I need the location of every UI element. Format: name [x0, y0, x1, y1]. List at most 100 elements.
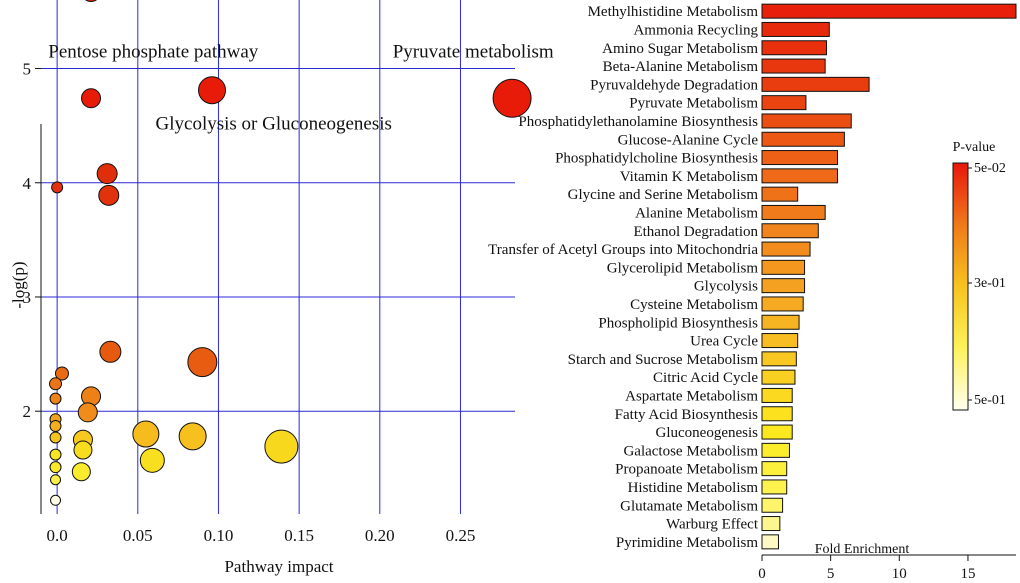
bar-category-label: Pyruvate Metabolism [629, 96, 758, 112]
bar-21 [761, 387, 793, 403]
scatter-point-0 [85, 0, 98, 3]
bar-category-label: Phospholipid Biosynthesis [598, 315, 758, 331]
bar-category-label: Glucose-Alanine Cycle [618, 132, 759, 148]
bar-category-label: Transfer of Acetyl Groups into Mitochond… [488, 242, 758, 258]
bar-category-label: Fatty Acid Biosynthesis [615, 407, 759, 423]
bar-category-label: Pyrimidine Metabolism [616, 535, 758, 551]
bar-category-label: Glycerolipid Metabolism [607, 260, 759, 276]
bar-category-labels: Methylhistidine Metabolism Ammonia Recycl… [488, 4, 759, 551]
bar-category-label: Citric Acid Cycle [653, 370, 758, 386]
bar-category-label: Aspartate Metabolism [625, 388, 758, 404]
scatter-point-9 [54, 366, 69, 381]
bar-4 [761, 76, 870, 92]
bar-category-label: Galactose Metabolism [623, 443, 758, 459]
scatter-point-17 [178, 422, 207, 451]
bar-7 [761, 131, 845, 147]
scatter-ytick-label: 4 [23, 174, 32, 193]
bar-12 [761, 223, 819, 239]
bar-28 [761, 516, 781, 532]
scatter-xtick-label: 0.15 [284, 526, 314, 545]
scatter-xtick-label: 0.0 [47, 526, 68, 545]
bar-category-label: Glutamate Metabolism [620, 498, 758, 514]
scatter-point-26 [50, 474, 62, 486]
bar-9 [761, 168, 839, 184]
bar-xtick-label: 5 [827, 566, 835, 582]
scatter-ytick-label: 3 [23, 288, 32, 307]
bar-xtick-label: 0 [758, 566, 766, 582]
scatter-point-10 [49, 377, 63, 391]
scatter-annotation-1: Pentose phosphate pathway [48, 41, 259, 62]
bar-category-label: Phosphatidylethanolamine Biosynthesis [518, 114, 758, 130]
pathway-impact-scatter: 2 3 4 5 0.0 0.05 0.10 0.15 0.20 0.25 Taurine and… [9, 0, 554, 576]
bar-16 [761, 296, 804, 312]
scatter-annotations: Taurine and hypotaurine metabolismPentos… [48, 41, 554, 134]
bar-10 [761, 186, 799, 202]
bar-23 [761, 424, 793, 440]
scatter-x-axis-label: Pathway impact [224, 557, 333, 576]
scatter-x-ticks: 0.0 0.05 0.10 0.15 0.20 0.25 [47, 526, 476, 545]
bar-15 [761, 278, 806, 294]
bar-category-label: Phosphatidylcholine Biosynthesis [555, 151, 758, 167]
scatter-ytick-label: 2 [23, 402, 32, 421]
bar-0 [761, 3, 1017, 19]
scatter-point-13 [77, 402, 98, 423]
scatter-point-2 [492, 78, 532, 118]
scatter-y-ticks: 2 3 4 5 [23, 60, 41, 421]
bar-category-label: Warburg Effect [666, 517, 759, 533]
scatter-xtick-label: 0.20 [365, 526, 395, 545]
bar-category-label: Urea Cycle [690, 334, 758, 350]
scatter-point-4 [96, 163, 118, 185]
bar-11 [761, 204, 826, 220]
pvalue-legend: P-value 5e-02 3e-01 5e-01 [952, 140, 1006, 411]
legend-tick-label: 5e-02 [974, 161, 1006, 176]
bar-xtick-label: 10 [892, 566, 907, 582]
scatter-point-5 [51, 181, 64, 194]
scatter-point-16 [132, 420, 160, 448]
bar-20 [761, 369, 796, 385]
bar-category-label: Gluconeogenesis [656, 425, 759, 441]
bar-category-label: Ammonia Recycling [633, 22, 758, 38]
bar-22 [761, 406, 793, 422]
scatter-point-8 [187, 347, 218, 378]
scatter-ytick-label: 5 [23, 60, 32, 79]
scatter-point-23 [49, 448, 62, 461]
bar-category-label: Histidine Metabolism [628, 480, 759, 496]
scatter-annotation-3: Glycolysis or Gluconeogenesis [156, 113, 392, 134]
legend-tick-label: 5e-01 [974, 393, 1006, 408]
bar-5 [761, 95, 807, 111]
scatter-points [49, 0, 532, 506]
scatter-point-24 [49, 461, 62, 474]
scatter-point-25 [71, 462, 91, 482]
legend-colorbar [952, 162, 969, 411]
bar-category-label: Amino Sugar Metabolism [602, 41, 758, 57]
bar-26 [761, 479, 788, 495]
scatter-point-1 [198, 76, 227, 105]
bar-x-axis-label: Fold Enrichment [815, 542, 910, 557]
fold-enrichment-bar-chart: Methylhistidine Metabolism Ammonia Recycl… [488, 3, 1017, 582]
bar-13 [761, 241, 811, 257]
legend-tick-label: 3e-01 [974, 276, 1006, 291]
bar-category-label: Ethanol Degradation [633, 224, 758, 240]
bar-category-label: Starch and Sucrose Metabolism [568, 352, 759, 368]
bar-17 [761, 314, 800, 330]
bar-category-label: Glycine and Serine Metabolism [568, 187, 759, 203]
scatter-point-27 [50, 494, 62, 506]
bar-3 [761, 58, 826, 74]
bar-category-label: Glycolysis [694, 279, 758, 295]
scatter-point-12 [49, 392, 62, 405]
scatter-point-6 [98, 184, 120, 206]
bar-category-label: Methylhistidine Metabolism [588, 4, 759, 20]
scatter-xtick-label: 0.05 [123, 526, 153, 545]
bar-bars [761, 3, 1017, 550]
bar-6 [761, 113, 852, 129]
scatter-y-axis-label: -log(p) [9, 261, 28, 308]
scatter-point-22 [139, 447, 165, 473]
legend-ticks: 5e-02 3e-01 5e-01 [968, 161, 1006, 408]
bar-category-label: Cysteine Metabolism [630, 297, 758, 313]
bar-18 [761, 333, 799, 349]
scatter-xtick-label: 0.10 [204, 526, 234, 545]
bar-category-label: Propanoate Metabolism [615, 462, 758, 478]
scatter-point-7 [99, 340, 122, 363]
bar-29 [761, 534, 779, 550]
bar-14 [761, 259, 806, 275]
